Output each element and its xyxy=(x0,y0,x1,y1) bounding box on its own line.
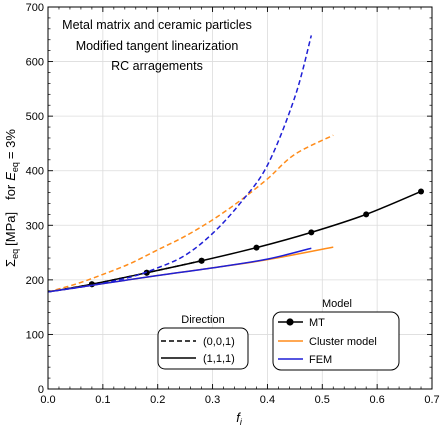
x-tick-label: 0.4 xyxy=(260,394,275,406)
series-line-fem-1-1-1 xyxy=(47,247,312,293)
y-tick-label: 200 xyxy=(26,275,44,287)
legend-model-marker-mt xyxy=(286,318,294,326)
legend-direction-label-111: (1,1,1) xyxy=(203,353,235,365)
legend-model: Model MT Cluster model FEM xyxy=(272,298,400,371)
legend-model-label-cluster: Cluster model xyxy=(309,336,377,348)
legend-model-box xyxy=(272,311,400,371)
x-tick-label: 0.5 xyxy=(315,394,330,406)
annotation-line-3: RC arragements xyxy=(111,59,203,73)
y-tick-label: 500 xyxy=(26,111,44,123)
annotation: Metal matrix and ceramic particles Modif… xyxy=(62,18,252,73)
x-tick-label: 0.7 xyxy=(424,394,439,406)
y-tick-label: 400 xyxy=(26,166,44,178)
legend-model-title: Model xyxy=(322,298,352,310)
series-line-mt-1-1-1 xyxy=(47,190,422,293)
x-tick-label: 0.0 xyxy=(40,394,55,406)
series-line-cluster-model-0-0-1 xyxy=(47,134,334,293)
annotation-line-1: Metal matrix and ceramic particles xyxy=(62,18,252,32)
series-line-fem-0-0-1 xyxy=(47,35,313,293)
y-tick-label: 700 xyxy=(26,2,44,14)
y-axis-label: Σeq[MPa]forEeq= 3% xyxy=(3,129,20,267)
legend-model-label-fem: FEM xyxy=(309,354,332,366)
y-tick-label: 0 xyxy=(38,384,44,396)
data-point-mt-1-1-1 xyxy=(418,188,425,195)
legend-direction-title: Direction xyxy=(181,314,224,326)
data-point-mt-1-1-1 xyxy=(308,229,315,236)
legend-direction: Direction (0,0,1) (1,1,1) xyxy=(157,314,249,370)
plot-frame xyxy=(47,6,433,390)
legend-direction-label-001: (0,0,1) xyxy=(203,336,235,348)
x-tick-label: 0.3 xyxy=(205,394,220,406)
legend-direction-box xyxy=(157,327,249,370)
data-point-mt-1-1-1 xyxy=(363,211,370,218)
x-tick-label: 0.2 xyxy=(150,394,165,406)
axis-ticks: 0.0 0.1 0.2 0.3 0.4 0.5 0.6 0.7 0 100 200 300 400 500… xyxy=(26,2,440,406)
series-layer xyxy=(47,35,425,293)
legend-model-label-mt: MT xyxy=(309,317,325,329)
annotation-line-2: Modified tangent linearization xyxy=(76,39,239,53)
y-tick-label: 100 xyxy=(26,329,44,341)
y-tick-label: 600 xyxy=(26,57,44,69)
x-axis-label: fi xyxy=(236,410,243,427)
data-point-mt-1-1-1 xyxy=(253,244,260,251)
data-point-mt-0-0-1 xyxy=(198,257,205,264)
y-tick-label: 300 xyxy=(26,220,44,232)
x-tick-label: 0.1 xyxy=(95,394,110,406)
x-tick-label: 0.6 xyxy=(369,394,384,406)
